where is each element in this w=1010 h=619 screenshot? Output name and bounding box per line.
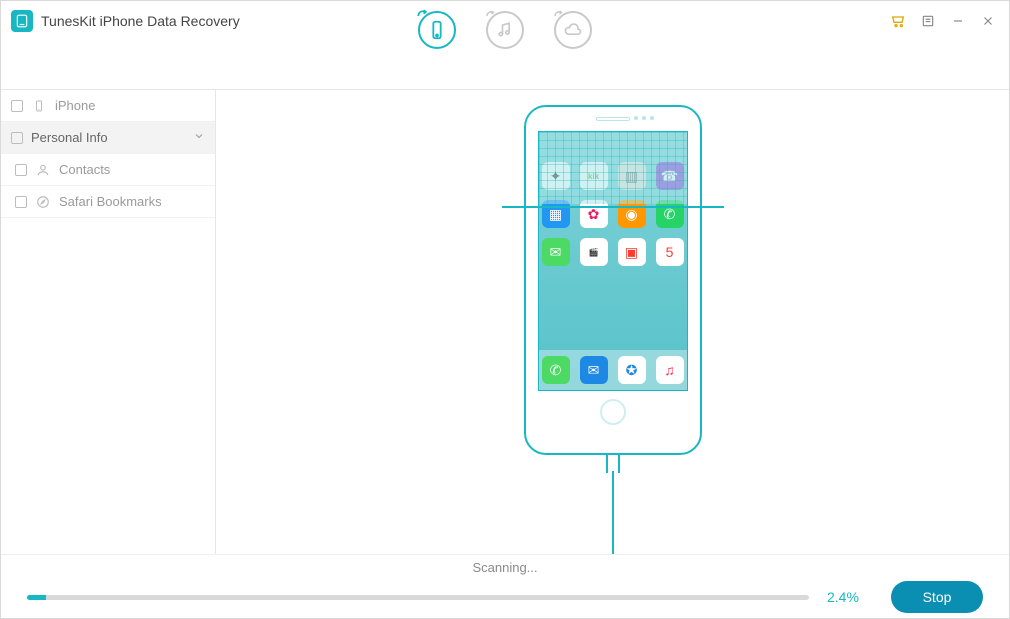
close-icon[interactable] [977,10,999,32]
menu-icon[interactable] [917,10,939,32]
checkbox[interactable] [11,100,23,112]
app-icon: ▦ [542,200,570,228]
safari-icon [35,194,51,210]
app-icon: 5 [656,238,684,266]
app-icon: ✉ [542,238,570,266]
stop-button[interactable]: Stop [891,581,983,613]
app-icon: ✉ [580,356,608,384]
sidebar-item-label: Personal Info [31,130,185,145]
sidebar-item-safari-bookmarks[interactable]: Safari Bookmarks [1,186,215,218]
status-text: Scanning... [472,560,537,575]
app-icon: ♫ [656,356,684,384]
home-button-icon [600,399,626,425]
scan-line [502,206,724,208]
app-icon: ◉ [618,200,646,228]
checkbox[interactable] [15,196,27,208]
minimize-icon[interactable] [947,10,969,32]
sidebar-item-iphone[interactable]: iPhone [1,90,215,122]
sidebar: iPhone Personal Info Contacts [1,90,216,554]
contacts-icon [35,162,51,178]
checkbox[interactable] [11,132,23,144]
app-window: TunesKit iPhone Data Recovery [0,0,1010,619]
phone-screen: ✦kik▥☎▦✿◉✆✉🎬▣5 ✆✉✪♫ [538,131,688,391]
cart-icon[interactable] [887,10,909,32]
app-icon: ✿ [580,200,608,228]
checkbox[interactable] [15,164,27,176]
app-title: TunesKit iPhone Data Recovery [41,13,240,29]
main-panel: ✦kik▥☎▦✿◉✆✉🎬▣5 ✆✉✪♫ [216,90,1009,554]
progress-percent: 2.4% [827,589,873,605]
sidebar-section-personal-info[interactable]: Personal Info [1,122,215,154]
app-dock: ✆ ✉ ✪ ♫ [539,350,687,390]
app-icon: ▣ [618,238,646,266]
progress-fill [27,595,46,600]
app-icon: ✪ [618,356,646,384]
sidebar-item-contacts[interactable]: Contacts [1,154,215,186]
phone-illustration: ✦kik▥☎▦✿◉✆✉🎬▣5 ✆✉✪♫ [524,105,702,455]
sidebar-item-label: Contacts [59,162,205,177]
footer: Scanning... 2.4% Stop [1,554,1009,618]
scan-overlay [539,132,687,204]
app-icon: 🎬 [580,238,608,266]
app-icon: ✆ [542,356,570,384]
body: iPhone Personal Info Contacts [1,89,1009,554]
mode-device[interactable] [418,11,456,49]
stop-button-label: Stop [923,589,952,605]
cable-icon [606,453,620,473]
chevron-down-icon [193,130,205,145]
sidebar-item-label: iPhone [55,98,205,113]
progress-bar [27,595,809,600]
mode-itunes[interactable] [486,11,524,49]
phone-icon [31,98,47,114]
app-icon: ✆ [656,200,684,228]
sidebar-item-label: Safari Bookmarks [59,194,205,209]
mode-icloud[interactable] [554,11,592,49]
app-logo-icon [11,10,33,32]
